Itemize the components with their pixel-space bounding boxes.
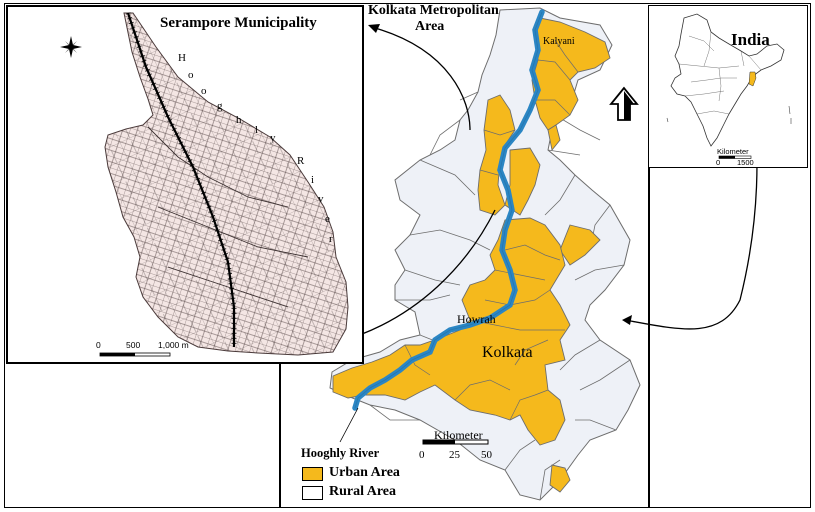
serampore-map xyxy=(60,12,349,357)
kma-title: Kolkata Metropolitan xyxy=(368,3,499,18)
compass-star-icon xyxy=(60,36,82,58)
river-letter: o xyxy=(201,85,207,97)
india-scale-tick-1500: 1500 xyxy=(737,158,754,167)
serampore-title: Serampore Municipality xyxy=(160,15,317,31)
legend-rural-label: Rural Area xyxy=(329,484,397,499)
kalyani-label: Kalyani xyxy=(543,36,575,47)
legend-urban-label: Urban Area xyxy=(329,465,400,480)
urban-boundaries xyxy=(404,39,579,421)
howrah-label: Howrah xyxy=(457,312,496,326)
west-bengal-highlight xyxy=(748,71,757,87)
main-scale-bar xyxy=(422,439,489,445)
serampore-scale-tick-0: 0 xyxy=(96,340,101,350)
main-scale-tick-0: 0 xyxy=(419,449,425,461)
river-letter: v xyxy=(318,193,324,205)
serampore-railway xyxy=(126,12,236,347)
divider-left xyxy=(279,362,281,508)
serampore-scale-tick-500: 500 xyxy=(126,340,141,350)
india-scale-tick-0: 0 xyxy=(716,158,721,167)
india-scale-unit: Kilometer xyxy=(717,147,749,156)
river-letter: y xyxy=(270,132,276,144)
river-letter: r xyxy=(329,233,333,245)
river-letter: h xyxy=(236,114,242,126)
connector-kma-to-serampore xyxy=(334,209,496,344)
india-islands xyxy=(666,105,792,124)
map-frame xyxy=(4,3,811,508)
kma-title-area: Area xyxy=(415,19,445,34)
india-inset: India Kilometer 0 1500 xyxy=(648,5,808,168)
india-state-boundaries xyxy=(678,31,762,115)
kolkata-label: Kolkata xyxy=(482,344,533,361)
legend-urban-swatch xyxy=(302,467,323,481)
rural-area-region xyxy=(329,7,641,501)
serampore-scale-bar xyxy=(99,352,171,357)
river-letter: i xyxy=(311,174,315,186)
river-letter: H xyxy=(178,52,186,64)
india-map xyxy=(666,13,792,159)
india-scale-bar xyxy=(718,155,752,159)
rural-boundaries xyxy=(369,91,631,501)
hooghly-river-pointer xyxy=(339,407,359,443)
serampore-inset: Serampore Municipality H o o g h l y R i… xyxy=(6,5,364,364)
connector-kma-to-title xyxy=(374,27,471,131)
main-scale-tick-50: 50 xyxy=(481,449,492,461)
north-arrow-icon xyxy=(609,86,639,121)
legend-rural-swatch xyxy=(302,486,323,500)
river-letter: o xyxy=(188,69,194,81)
india-title: India xyxy=(731,30,770,49)
river-letter: e xyxy=(325,213,330,225)
serampore-scale-tick-1000: 1,000 m xyxy=(158,340,189,350)
river-letter: R xyxy=(297,155,305,167)
river-letter: g xyxy=(217,100,223,112)
river-letter: l xyxy=(255,124,259,136)
hooghly-river xyxy=(352,9,545,411)
main-scale-unit: Kilometer xyxy=(434,428,483,442)
hooghly-river-label: Hooghly River xyxy=(301,446,380,460)
main-scale-tick-25: 25 xyxy=(449,449,460,461)
divider-right xyxy=(648,168,650,508)
